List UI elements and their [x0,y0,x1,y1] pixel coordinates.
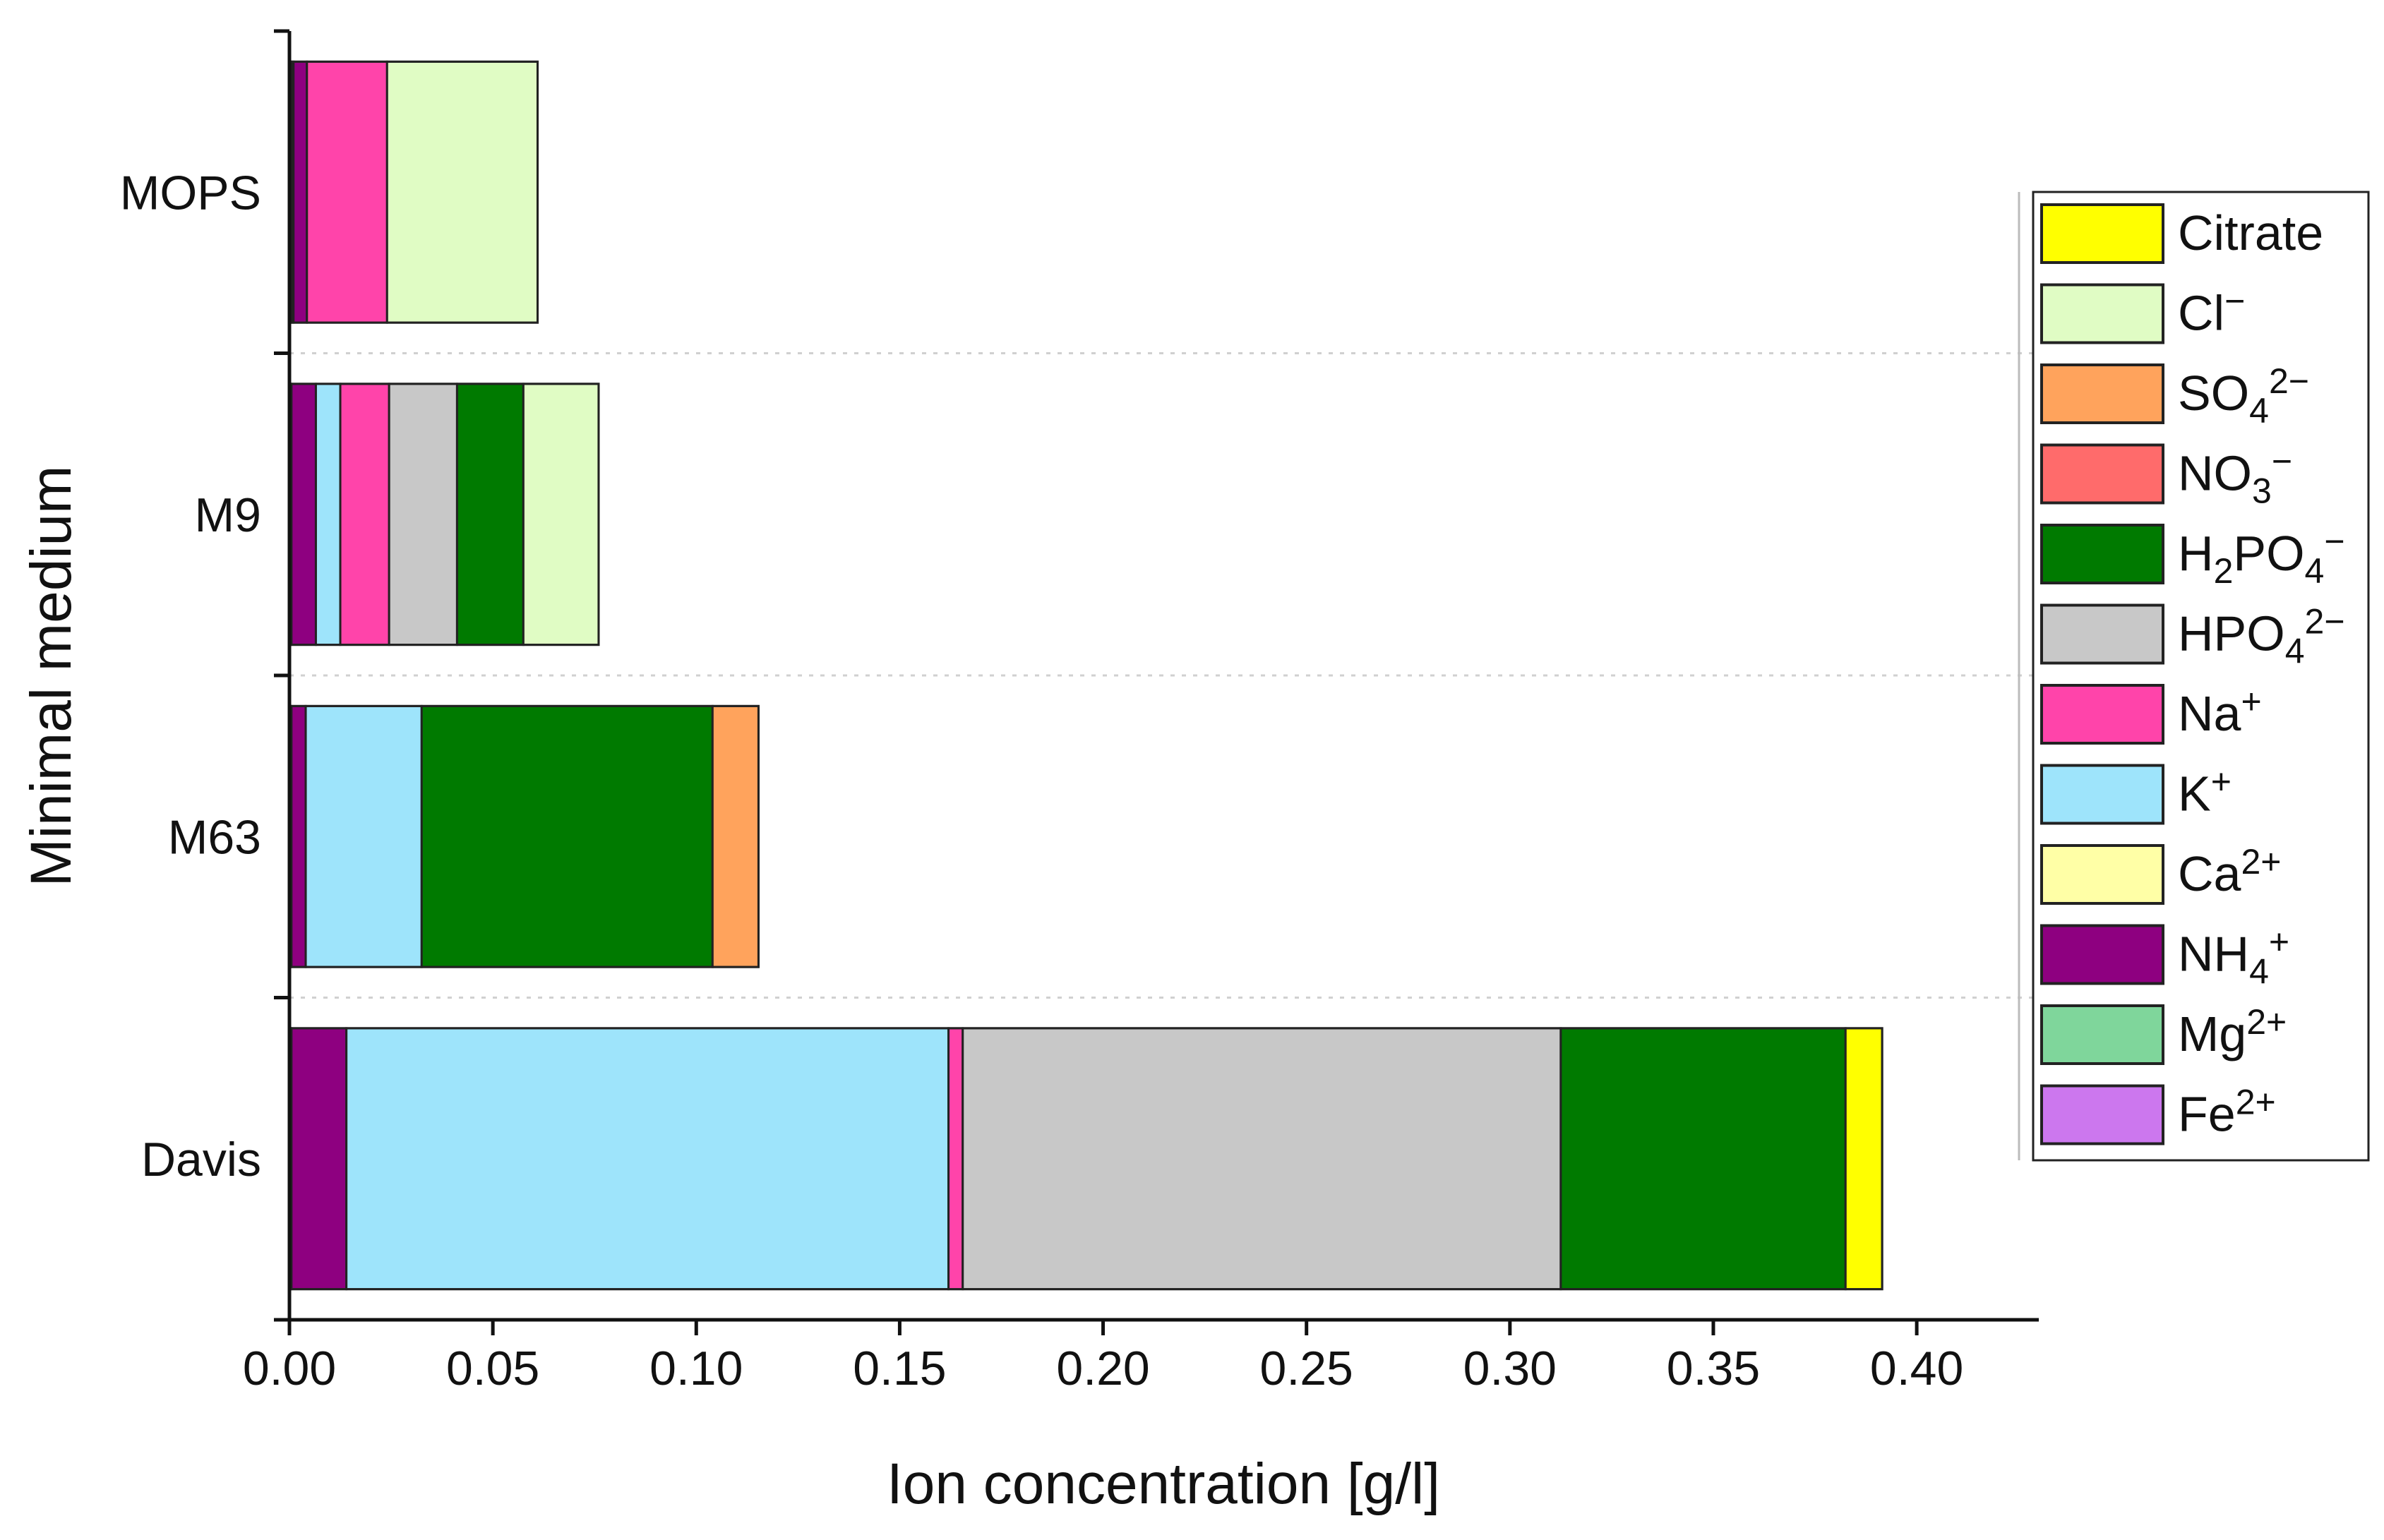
x-tick-label: 0.05 [446,1342,539,1395]
x-tick-label: 0.00 [243,1342,336,1395]
legend-box [2032,191,2370,1162]
bar-segment-davis-nh4 [290,1027,348,1291]
bars [288,60,1883,1291]
x-tick-label: 0.30 [1463,1342,1557,1395]
bar-segment-m63-so42 [711,704,760,968]
x-tick-label: 0.40 [1870,1342,1963,1395]
legend-swatch-k [2040,764,2164,825]
y-tick-label-m9: M9 [195,488,261,542]
bar-segment-m9-na [339,383,390,646]
x-tick-label: 0.10 [649,1342,743,1395]
gridlines [289,352,2039,999]
bar-segment-m9-k [314,383,342,646]
legend-swatch-so42 [2040,363,2164,424]
bar-segment-m9-nh4 [290,383,317,646]
legend-label-hpo42: HPO42− [2178,602,2345,671]
legend-label-cl: Cl− [2178,282,2245,341]
legend-swatch-h2po4 [2040,524,2164,584]
y-axis-title: Minimal medium [19,466,83,887]
legend-label-k: K+ [2178,762,2232,822]
legend-swatch-citrate [2040,203,2164,264]
legend-label-no3: NO3− [2178,442,2292,511]
legend-label-nh4: NH4+ [2178,922,2289,992]
bar-segment-davis-na [947,1027,964,1291]
bar-segment-mops-na [306,60,388,324]
legend-label-ca2: Ca2+ [2178,842,2282,901]
y-tick-label-davis: Davis [141,1133,261,1186]
legend-label-mg2: Mg2+ [2178,1002,2287,1061]
x-ticks: 0.00 0.05 0.10 0.15 0.20 0.25 0.30 0.35 0.40 [243,1320,1963,1395]
legend-swatch-na [2040,684,2164,745]
x-tick-label: 0.20 [1056,1342,1149,1395]
legend-swatch-cl [2040,283,2164,344]
legend-label-h2po4: H2PO4− [2178,522,2345,591]
bar-segment-mops-cl [385,60,539,324]
legend-swatch-no3 [2040,443,2164,505]
y-tick-label-mops: MOPS [120,166,261,219]
bar-segment-davis-k [345,1027,950,1291]
legend-label-na: Na+ [2178,682,2262,741]
bar-segment-davis-citrate [1844,1027,1883,1291]
bar-segment-m63-nh4 [290,704,307,968]
legend: Citrate Cl− SO42− NO3− H2PO4− HPO42− Na+ K+ Ca2+… [2018,191,2370,1162]
bar-segment-m9-hpo42 [388,383,458,646]
legend-label-so42: SO42− [2178,361,2309,431]
legend-label-citrate: Citrate [2178,205,2323,260]
x-tick-label: 0.25 [1260,1342,1353,1395]
bar-segment-davis-hpo42 [962,1027,1562,1291]
x-axis-title: Ion concentration [g/l] [887,1452,1440,1516]
legend-label-fe2: Fe2+ [2178,1083,2276,1142]
legend-swatch-nh4 [2040,924,2164,985]
x-tick-label: 0.15 [853,1342,946,1395]
bar-segment-m63-k [304,704,423,968]
x-tick-label: 0.35 [1667,1342,1760,1395]
legend-swatch-ca2 [2040,844,2164,905]
bar-segment-m9-h2po4 [455,383,525,646]
y-tick-label-m63: M63 [168,810,261,864]
legend-swatch-hpo42 [2040,603,2164,665]
bar-segment-m9-cl [522,383,600,646]
bar-segment-mops-nh4 [292,60,309,324]
bar-segment-m63-h2po4 [420,704,714,968]
y-ticks: MOPS M9 M63 Davis [120,29,289,1322]
legend-swatch-fe2 [2040,1084,2164,1145]
bar-segment-davis-h2po4 [1559,1027,1847,1291]
legend-swatch-mg2 [2040,1004,2164,1065]
